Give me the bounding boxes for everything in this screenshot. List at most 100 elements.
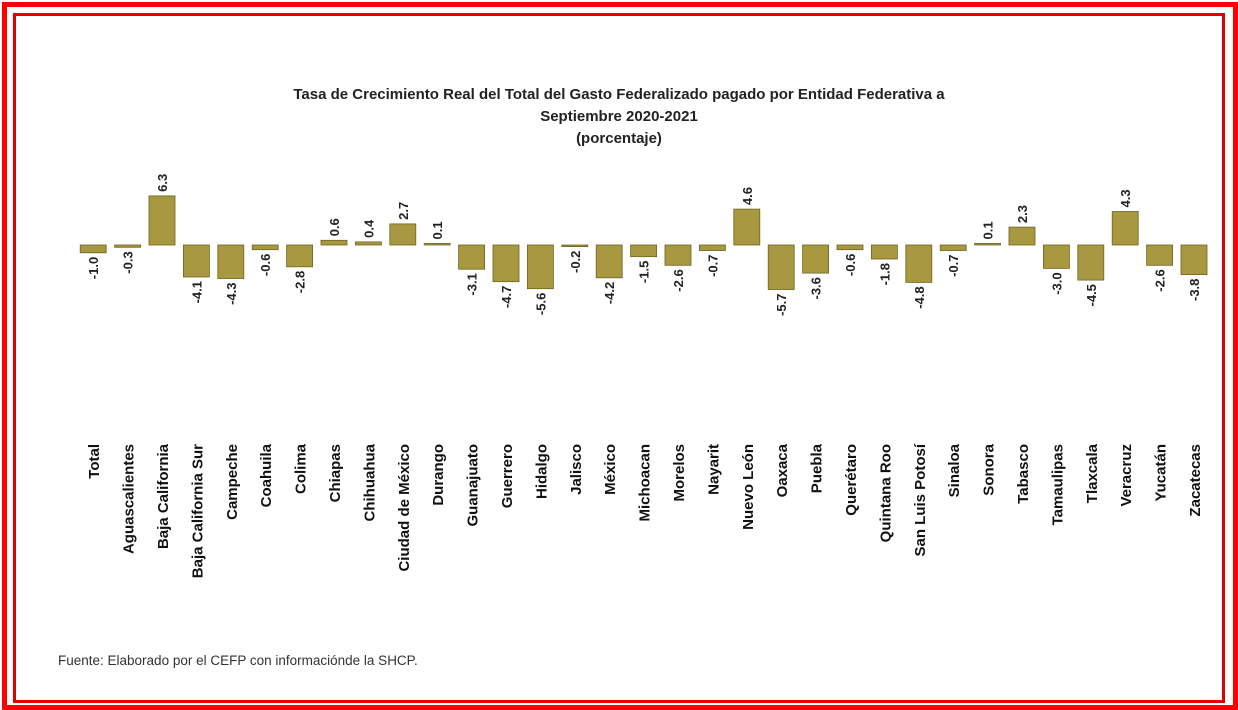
bar-28 — [1043, 244, 1070, 269]
category-label-13: Hidalgo — [533, 444, 550, 499]
bar-25 — [939, 244, 967, 251]
value-label-10: 0.1 — [430, 221, 445, 239]
category-label-12: Guerrero — [499, 444, 516, 508]
category-label-20: Oaxaca — [774, 443, 791, 497]
chart-title-line-1: Tasa de Crecimiento Real del Total del G… — [293, 86, 945, 103]
category-label-27: Tabasco — [1015, 444, 1032, 504]
bar-21 — [802, 244, 829, 274]
category-label-14: Jalisco — [568, 444, 585, 495]
category-label-32: Zacatecas — [1187, 444, 1204, 517]
category-label-8: Chihuahua — [361, 443, 378, 521]
bar-12 — [492, 244, 520, 283]
bar-2 — [148, 195, 176, 246]
value-label-4: -4.3 — [224, 283, 239, 305]
value-label-24: -4.8 — [912, 286, 927, 308]
bar-26 — [974, 243, 1001, 246]
category-label-15: México — [602, 444, 619, 495]
bar-27 — [1008, 226, 1036, 246]
value-label-23: -1.8 — [877, 263, 892, 285]
category-label-7: Chiapas — [327, 444, 344, 502]
value-label-1: -0.3 — [121, 251, 136, 273]
value-label-8: 0.4 — [361, 219, 376, 238]
category-label-23: Quintana Roo — [877, 444, 894, 542]
bar-29 — [1077, 244, 1105, 281]
bar-1 — [114, 244, 141, 248]
category-label-4: Campeche — [224, 444, 241, 520]
category-label-21: Puebla — [809, 443, 826, 493]
category-label-3: Baja California Sur — [189, 444, 206, 578]
category-label-5: Coahuila — [258, 443, 275, 507]
category-label-17: Morelos — [671, 444, 688, 502]
bar-23 — [871, 244, 898, 260]
category-label-22: Querétaro — [843, 444, 860, 516]
bar-7 — [320, 239, 348, 246]
chart-title-line-3: (porcentaje) — [576, 130, 662, 147]
category-label-2: Baja California — [155, 443, 172, 549]
value-label-22: -0.6 — [843, 254, 858, 276]
bar-6 — [286, 244, 314, 268]
category-label-16: Michoacan — [637, 444, 654, 522]
value-label-5: -0.6 — [258, 254, 273, 276]
category-label-0: Total — [86, 444, 103, 479]
category-label-6: Colima — [293, 443, 310, 494]
value-label-15: -4.2 — [602, 282, 617, 304]
value-label-17: -2.6 — [671, 269, 686, 291]
bar-5 — [251, 244, 279, 251]
value-label-20: -5.7 — [774, 294, 789, 316]
bar-9 — [389, 223, 417, 246]
value-label-25: -0.7 — [946, 255, 961, 277]
inner-frame — [13, 13, 1225, 703]
value-label-2: 6.3 — [155, 174, 170, 192]
bar-32 — [1180, 244, 1208, 276]
value-label-18: -0.7 — [705, 255, 720, 277]
category-label-10: Durango — [430, 444, 447, 506]
value-label-28: -3.0 — [1049, 272, 1064, 294]
value-label-32: -3.8 — [1187, 279, 1202, 301]
value-label-30: 4.3 — [1118, 189, 1133, 207]
value-label-6: -2.8 — [293, 271, 308, 293]
bar-22 — [836, 244, 864, 251]
value-label-16: -1.5 — [637, 261, 652, 283]
value-label-19: 4.6 — [740, 187, 755, 205]
category-label-1: Aguascalientes — [121, 444, 138, 554]
value-label-0: -1.0 — [86, 257, 101, 279]
bar-3 — [182, 244, 210, 278]
category-label-24: San Luis Potosí — [912, 443, 929, 556]
bar-15 — [595, 244, 623, 279]
category-label-25: Sinaloa — [946, 443, 963, 497]
category-label-30: Veracruz — [1118, 444, 1135, 507]
category-label-19: Nuevo León — [740, 444, 757, 530]
bar-13 — [527, 244, 554, 290]
chart-title-line-2: Septiembre 2020-2021 — [540, 108, 698, 125]
value-label-12: -4.7 — [499, 286, 514, 308]
value-label-7: 0.6 — [327, 218, 342, 236]
value-label-13: -5.6 — [533, 293, 548, 315]
category-label-29: Tlaxcala — [1084, 443, 1101, 503]
category-label-11: Guanajuato — [465, 444, 482, 527]
category-label-31: Yucatán — [1153, 444, 1170, 502]
bar-16 — [630, 244, 657, 258]
bar-11 — [458, 244, 486, 270]
value-label-21: -3.6 — [809, 277, 824, 299]
value-label-31: -2.6 — [1153, 269, 1168, 291]
bar-17 — [664, 244, 692, 266]
value-label-3: -4.1 — [189, 281, 204, 303]
value-label-27: 2.3 — [1015, 205, 1030, 223]
category-label-26: Sonora — [981, 443, 998, 495]
bar-4 — [217, 244, 245, 279]
value-label-11: -3.1 — [465, 273, 480, 295]
category-label-18: Nayarit — [705, 444, 722, 495]
source-note: Fuente: Elaborado por el CEFP con inform… — [58, 653, 418, 668]
category-label-9: Ciudad de México — [396, 444, 413, 572]
bar-19 — [733, 208, 761, 246]
bar-31 — [1146, 244, 1173, 266]
value-label-9: 2.7 — [396, 202, 411, 220]
category-label-28: Tamaulipas — [1049, 444, 1066, 525]
bar-0 — [79, 244, 107, 254]
bar-8 — [354, 241, 382, 246]
value-label-14: -0.2 — [568, 251, 583, 273]
bar-14 — [561, 244, 589, 248]
bar-18 — [699, 244, 726, 251]
